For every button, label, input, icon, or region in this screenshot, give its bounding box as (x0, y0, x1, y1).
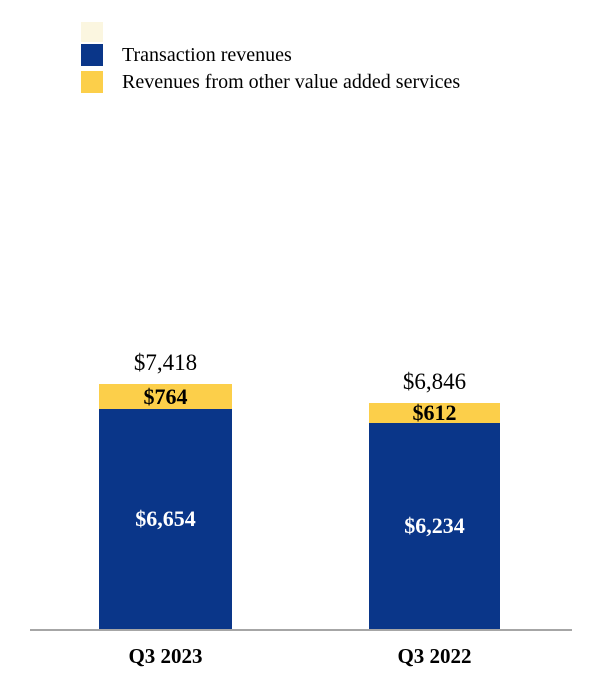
x-axis-label-q3-2023: Q3 2023 (128, 644, 203, 668)
total-label-q3-2023: $7,418 (133, 349, 198, 375)
segment-value-label: $6,654 (135, 506, 196, 531)
legend-label-other-value-added-services: Revenues from other value added services (122, 71, 461, 93)
bar-group-q3-2023: $7,418 $764 $6,654 (99, 350, 232, 629)
bar-group-q3-2022: $6,846 $612 $6,234 (369, 369, 500, 629)
bar-segment-transaction-q3-2022: $6,234 (369, 423, 500, 629)
bar-segment-transaction-q3-2023: $6,654 (99, 409, 232, 629)
x-axis-label-q3-2022: Q3 2022 (397, 644, 472, 668)
legend-item-other-value-added-services: Revenues from other value added services (81, 71, 460, 93)
segment-value-label: $6,234 (404, 513, 465, 538)
bar-segment-other-services-q3-2023: $764 (99, 384, 232, 409)
legend-label-transaction-revenues: Transaction revenues (122, 44, 292, 66)
bar-segment-other-services-q3-2022: $612 (369, 400, 500, 425)
segment-value-label: $612 (412, 400, 457, 425)
legend-item-transaction-revenues: Transaction revenues (81, 44, 460, 66)
legend: Transaction revenues Revenues from other… (81, 44, 460, 93)
legend-ghost-swatch (81, 22, 103, 42)
legend-swatch-blue-icon (81, 44, 103, 66)
total-label-q3-2022: $6,846 (402, 368, 467, 394)
segment-value-label: $764 (143, 383, 188, 409)
legend-swatch-yellow-icon (81, 71, 103, 93)
x-axis-line (30, 629, 572, 631)
